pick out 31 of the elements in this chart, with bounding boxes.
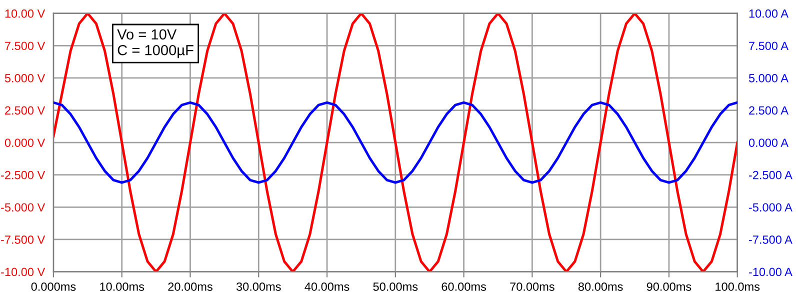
x-tick-label: 80.00ms [578,282,623,291]
x-tick-label: 70.00ms [510,282,554,291]
y2-tick-label: 5.000 A [748,74,788,82]
y2-tick-label: 10.00 A [749,9,788,18]
x-tick-label: 90.00ms [646,282,692,291]
y2-tick-label: 2.500 A [749,106,788,115]
y2-tick-label: -5.000 A [748,203,792,212]
y-tick-label: 10.00 V [5,9,46,18]
y2-tick-label: -10.00 A [748,268,792,276]
x-tick-label: 30.00ms [236,282,281,291]
line-series [53,101,738,184]
y-tick-label: 2.500 V [5,106,46,115]
annotation: Vo = 10V C = 1000µF [117,29,194,58]
x-tick-label: 50.00ms [373,282,418,291]
y2-tick-label: -2.500 A [748,170,792,180]
y-tick-label: 0.000 V [4,138,46,147]
x-tick-label: 20.00ms [168,282,212,291]
y-tick-label: 7.500 V [5,42,46,50]
y-tick-label: -5.000 V [1,203,46,212]
y2-tick-label: -7.500 A [748,235,792,244]
x-tick-label: 40.00ms [304,282,350,291]
y2-tick-label: 0.000 A [748,138,788,147]
y-tick-label: 5.000 V [4,74,46,82]
y2-tick-label: 7.500 A [749,42,788,50]
x-tick-label: 0.000ms [31,282,76,291]
x-tick-label: 100.0ms [716,282,760,291]
y-tick-label: -7.500 V [1,235,46,244]
y-tick-label: -10.00 V [1,268,46,276]
y-tick-label: -2.500 V [1,170,46,180]
x-tick-label: 10.00ms [100,282,144,291]
x-tick-label: 60.00ms [442,282,486,291]
